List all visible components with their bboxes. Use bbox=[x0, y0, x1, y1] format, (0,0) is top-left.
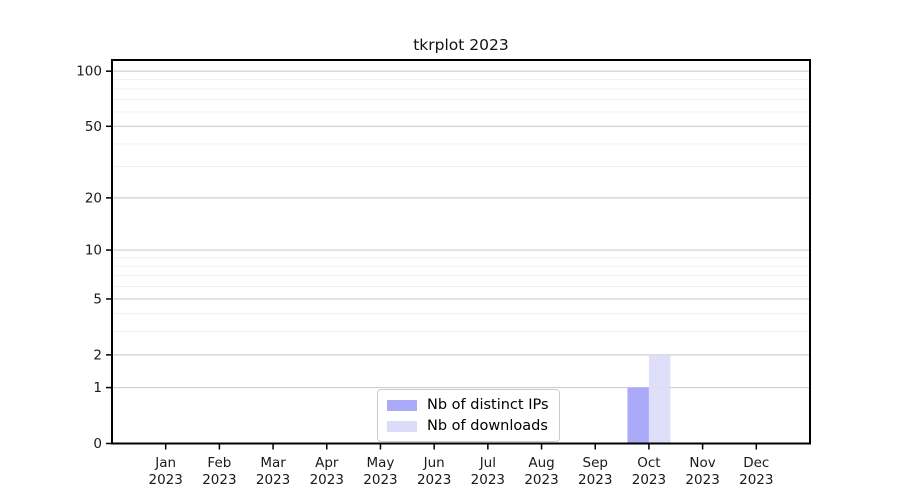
y-tick-label: 100 bbox=[76, 64, 102, 80]
y-tick-label: 2 bbox=[93, 347, 102, 363]
x-tick-label: Jul 2023 bbox=[471, 455, 505, 488]
x-tick-label: Jan 2023 bbox=[149, 455, 183, 488]
y-axis-labels: 0 1 2 5 10 20 50 100 bbox=[76, 64, 102, 452]
legend-label-downloads: Nb of downloads bbox=[427, 418, 548, 434]
legend-item-downloads: Nb of downloads bbox=[387, 418, 549, 434]
y-tick-label: 0 bbox=[93, 436, 102, 452]
legend-label-distinct-ips: Nb of distinct IPs bbox=[427, 397, 549, 413]
x-tick-label: Mar 2023 bbox=[256, 455, 290, 488]
y-tick-label: 10 bbox=[85, 243, 102, 259]
bar-oct-s1 bbox=[648, 354, 671, 444]
plot-frame bbox=[111, 59, 811, 445]
y-tick-label: 20 bbox=[85, 190, 102, 206]
x-tick-label: Jun 2023 bbox=[417, 455, 451, 488]
x-tick-label: Sep 2023 bbox=[578, 455, 612, 488]
y-tick-label: 5 bbox=[93, 291, 102, 307]
x-tick-label: Feb 2023 bbox=[202, 455, 236, 488]
major-gridlines bbox=[112, 70, 810, 389]
y-tick-label: 50 bbox=[85, 119, 102, 135]
x-tick-label: Nov 2023 bbox=[685, 455, 719, 488]
axes-frame bbox=[111, 59, 811, 445]
legend-swatch-downloads bbox=[387, 420, 417, 432]
x-tick-label: Dec 2023 bbox=[739, 455, 773, 488]
x-tick-label: Apr 2023 bbox=[310, 455, 344, 488]
y-tick-label: 1 bbox=[93, 380, 102, 396]
x-tick-label: Aug 2023 bbox=[524, 455, 558, 488]
legend-swatch-distinct-ips bbox=[387, 399, 417, 411]
minor-gridlines bbox=[112, 79, 810, 333]
bar-oct-s0 bbox=[627, 387, 649, 444]
bars bbox=[627, 354, 671, 444]
chart-title: tkrplot 2023 bbox=[413, 36, 509, 54]
axis-ticks bbox=[106, 70, 758, 450]
x-axis-labels: Jan 2023 Feb 2023 Mar 2023 Apr 2023 May 2023 Jun 20… bbox=[149, 455, 774, 488]
x-tick-label: May 2023 bbox=[363, 455, 397, 488]
legend-item-distinct-ips: Nb of distinct IPs bbox=[387, 397, 549, 413]
x-tick-label: Oct 2023 bbox=[632, 455, 666, 488]
legend: Nb of distinct IPs Nb of downloads bbox=[377, 389, 560, 442]
